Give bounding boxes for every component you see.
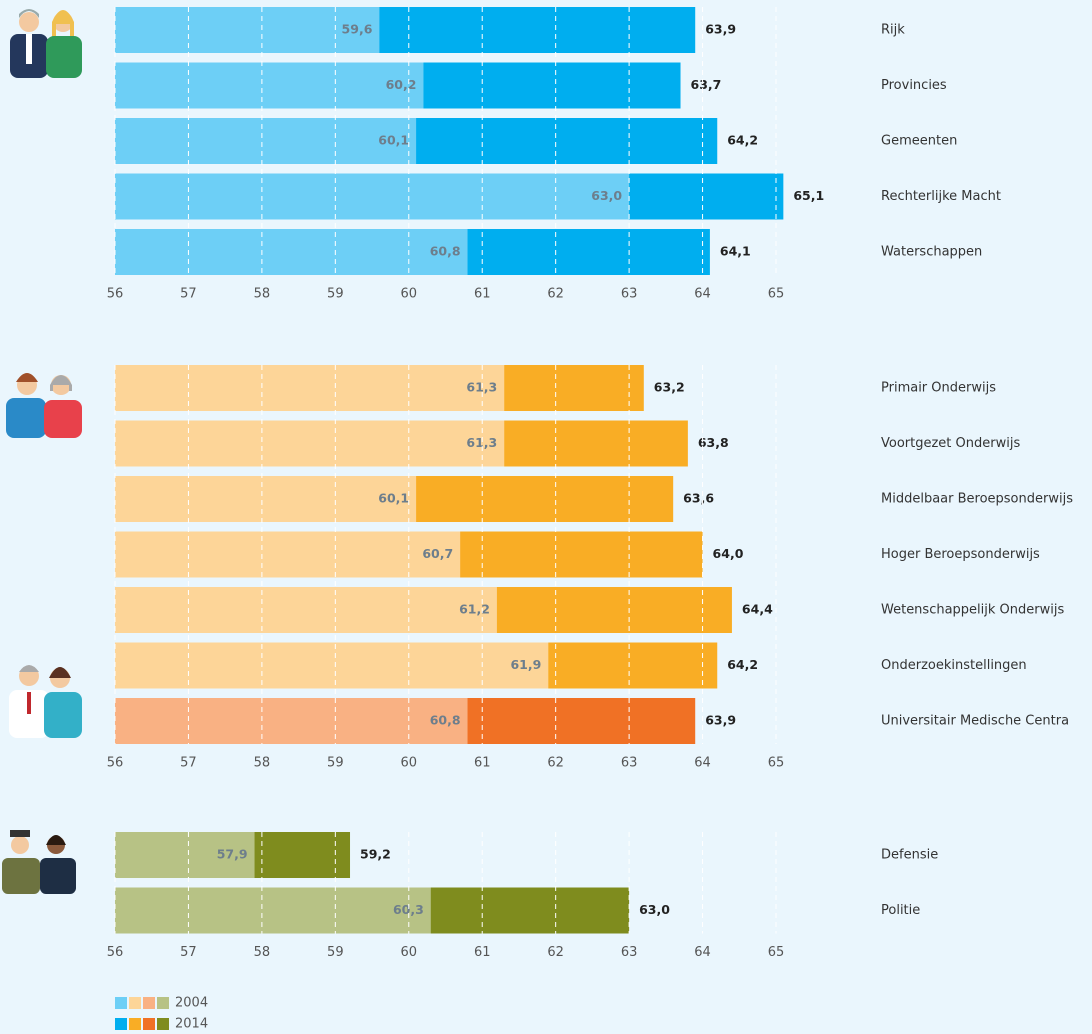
x-tick-label: 65: [768, 287, 785, 302]
value-label: 60,1: [378, 133, 409, 148]
category-label: Rechterlijke Macht: [881, 189, 1001, 204]
legend-swatch: [115, 1018, 127, 1030]
value-label: 64,2: [727, 657, 758, 672]
chart: 59,6 63,9 Rijk 60,2 63,7 Provincies 60,1 64,2 Ge…: [0, 0, 1092, 1034]
icon-government: [10, 9, 82, 78]
value-label: 63,9: [705, 22, 736, 37]
x-tick-label: 57: [180, 287, 197, 302]
bar-2004: [115, 476, 416, 522]
category-label: Provincies: [881, 78, 947, 93]
value-label: 60,1: [378, 491, 409, 506]
value-label: 64,1: [720, 244, 751, 259]
value-label: 63,7: [691, 77, 722, 92]
value-label: 63,9: [705, 713, 736, 728]
x-tick-label: 56: [107, 287, 124, 302]
x-tick-label: 59: [327, 756, 344, 771]
x-tick-label: 60: [401, 756, 418, 771]
bar-2004: [115, 365, 504, 411]
icon-medical: [9, 665, 82, 738]
bar-2004: [115, 174, 629, 220]
x-tick-label: 56: [107, 756, 124, 771]
legend-swatch: [157, 1018, 169, 1030]
x-tick-label: 61: [474, 945, 491, 960]
x-tick-label: 63: [621, 756, 638, 771]
bar-2004: [115, 7, 379, 53]
value-label: 57,9: [217, 847, 248, 862]
x-tick-label: 57: [180, 945, 197, 960]
bar-2004: [115, 118, 416, 164]
category-label: Middelbaar Beroepsonderwijs: [881, 492, 1073, 507]
value-label: 60,8: [430, 713, 461, 728]
bar-2004: [115, 587, 497, 633]
x-tick-label: 64: [694, 756, 711, 771]
value-label: 63,6: [683, 491, 714, 506]
x-tick-label: 63: [621, 287, 638, 302]
legend-label: 2014: [175, 1017, 208, 1032]
x-tick-label: 63: [621, 945, 638, 960]
legend-swatch: [143, 997, 155, 1009]
value-label: 61,2: [459, 602, 490, 617]
category-label: Voortgezet Onderwijs: [881, 436, 1020, 451]
value-label: 60,8: [430, 244, 461, 259]
icon-security: [2, 830, 76, 894]
x-tick-label: 62: [547, 945, 564, 960]
value-label: 61,9: [510, 657, 541, 672]
bar-2004: [115, 229, 468, 275]
legend-label: 2004: [175, 996, 208, 1011]
x-tick-label: 57: [180, 756, 197, 771]
category-label: Gemeenten: [881, 134, 957, 149]
legend-swatch: [129, 1018, 141, 1030]
value-label: 64,0: [713, 546, 744, 561]
x-tick-label: 65: [768, 945, 785, 960]
legend-swatch: [115, 997, 127, 1009]
category-label: Primair Onderwijs: [881, 381, 996, 396]
legend-swatch: [143, 1018, 155, 1030]
value-label: 64,4: [742, 602, 773, 617]
x-tick-label: 62: [547, 287, 564, 302]
x-tick-label: 59: [327, 287, 344, 302]
value-label: 63,0: [591, 188, 622, 203]
value-label: 59,2: [360, 847, 391, 862]
x-tick-label: 65: [768, 756, 785, 771]
value-label: 60,7: [422, 546, 453, 561]
category-label: Politie: [881, 903, 920, 918]
category-label: Universitair Medische Centra: [881, 714, 1069, 729]
x-tick-label: 58: [254, 287, 271, 302]
category-label: Onderzoekinstellingen: [881, 658, 1027, 673]
x-tick-label: 61: [474, 756, 491, 771]
x-tick-label: 61: [474, 287, 491, 302]
x-tick-label: 60: [401, 945, 418, 960]
x-tick-label: 59: [327, 945, 344, 960]
legend-swatch: [129, 997, 141, 1009]
value-label: 63,0: [639, 902, 670, 917]
x-tick-label: 60: [401, 287, 418, 302]
legend-swatch: [157, 997, 169, 1009]
value-label: 64,2: [727, 133, 758, 148]
icon-education: [6, 373, 82, 438]
x-tick-label: 58: [254, 945, 271, 960]
value-label: 59,6: [342, 22, 373, 37]
x-tick-label: 64: [694, 287, 711, 302]
x-tick-label: 62: [547, 756, 564, 771]
category-label: Defensie: [881, 848, 938, 863]
value-label: 60,2: [386, 77, 417, 92]
category-label: Waterschappen: [881, 245, 982, 260]
category-label: Rijk: [881, 23, 905, 38]
x-tick-label: 58: [254, 756, 271, 771]
x-tick-label: 64: [694, 945, 711, 960]
category-label: Wetenschappelijk Onderwijs: [881, 603, 1064, 618]
bar-2004: [115, 888, 431, 934]
value-label: 65,1: [793, 188, 824, 203]
bar-2004: [115, 643, 548, 689]
bar-2004: [115, 698, 468, 744]
bar-2004: [115, 63, 423, 109]
category-label: Hoger Beroepsonderwijs: [881, 547, 1040, 562]
value-label: 63,2: [654, 380, 685, 395]
x-tick-label: 56: [107, 945, 124, 960]
bar-2004: [115, 421, 504, 467]
